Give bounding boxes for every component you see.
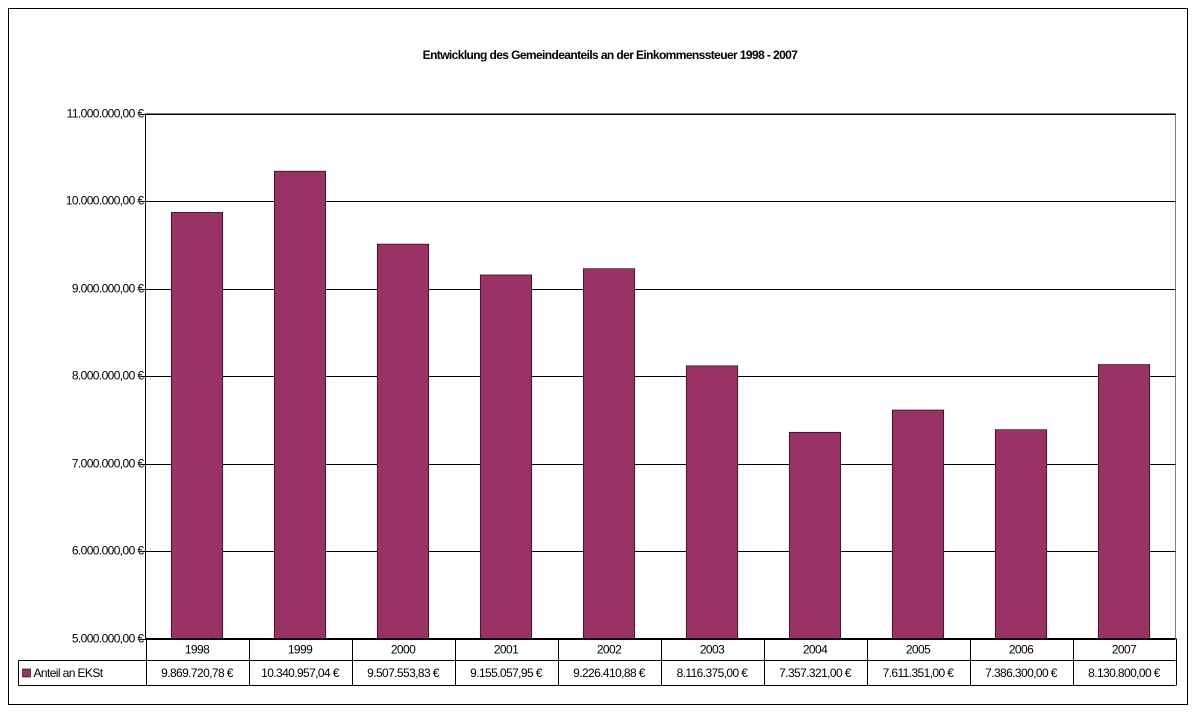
x-tick-label: 1999 <box>288 643 313 657</box>
bar <box>170 212 224 639</box>
y-tick-label: 5.000.000,00 € <box>72 632 145 646</box>
chart-title: Entwicklung des Gemeindeanteils an der E… <box>423 48 799 62</box>
value-label: 8.130.800,00 € <box>1088 666 1161 680</box>
bar <box>1097 364 1151 639</box>
bar <box>273 170 327 639</box>
x-tick-label: 2000 <box>391 643 416 657</box>
value-label: 10.340.957,04 € <box>261 666 340 680</box>
value-label: 7.611.351,00 € <box>883 666 955 680</box>
x-tick-label: 2006 <box>1009 643 1034 657</box>
x-tick-label: 2003 <box>700 643 725 657</box>
y-tick-label: 7.000.000,00 € <box>72 457 145 471</box>
legend-key <box>22 668 31 678</box>
bar <box>994 429 1048 639</box>
x-tick-label: 2005 <box>906 643 931 657</box>
value-label: 9.507.553,83 € <box>367 666 440 680</box>
bar <box>891 409 945 639</box>
x-tick-label: 2002 <box>597 643 622 657</box>
value-label: 7.357.321,00 € <box>779 666 852 680</box>
bar <box>788 431 842 639</box>
value-label: 8.116.375,00 € <box>677 666 749 680</box>
x-tick-label: 2007 <box>1112 643 1137 657</box>
value-label: 9.869.720,78 € <box>161 666 234 680</box>
value-label: 9.155.057,95 € <box>470 666 543 680</box>
y-tick-label: 11.000.000,00 € <box>67 107 145 121</box>
bar <box>685 365 739 639</box>
y-tick-label: 8.000.000,00 € <box>72 369 145 383</box>
y-tick-label: 10.000.000,00 € <box>66 194 145 208</box>
value-label: 7.386.300,00 € <box>985 666 1058 680</box>
legend-label: Anteil an EKSt <box>34 666 104 680</box>
y-tick-label: 6.000.000,00 € <box>72 544 145 558</box>
bar <box>479 274 533 639</box>
x-tick-label: 2004 <box>803 643 828 657</box>
x-tick-label: 2001 <box>494 643 519 657</box>
value-label: 9.226.410,88 € <box>573 666 646 680</box>
bar <box>582 268 636 639</box>
bar <box>376 243 430 639</box>
y-tick-label: 9.000.000,00 € <box>72 282 145 296</box>
x-tick-label: 1998 <box>185 643 210 657</box>
